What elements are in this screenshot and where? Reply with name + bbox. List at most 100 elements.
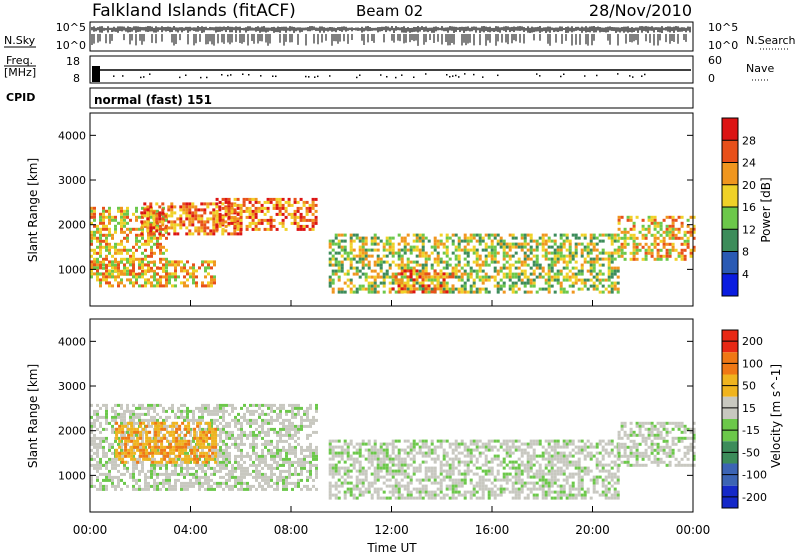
heatmap-cell [607,272,611,276]
heatmap-cell [433,448,437,452]
heatmap-cell [406,233,410,237]
heatmap-cell [349,248,353,252]
heatmap-cell [382,460,386,464]
heatmap-cell [281,203,285,207]
heatmap-cell [689,227,693,231]
heatmap-cell [457,493,461,497]
heatmap-cell [328,481,332,485]
heatmap-cell [287,203,291,207]
heatmap-cell [484,263,488,267]
heatmap-cell [105,427,108,431]
heatmap-cell [493,248,497,252]
beam-title: Beam 02 [356,2,423,20]
heatmap-cell [331,439,335,443]
heatmap-cell [671,215,675,219]
heatmap-cell [463,245,467,249]
heatmap-cell [288,481,291,485]
heatmap-cell [227,200,231,204]
heatmap-cell [340,484,344,488]
heatmap-cell [466,460,470,464]
heatmap-cell [156,281,159,285]
heatmap-cell [291,412,294,416]
heatmap-cell [209,211,213,215]
heatmap-cell [177,478,180,482]
heatmap-cell [662,254,666,258]
heatmap-cell [267,412,270,416]
heatmap-cell [135,233,138,237]
heatmap-cell [644,242,648,246]
heatmap-cell [355,272,359,276]
heatmap-cell [99,221,102,225]
heatmap-cell [129,418,132,422]
heatmap-cell [264,433,267,437]
heatmap-cell [225,436,228,440]
heatmap-cell [376,448,380,452]
heatmap-cell [102,218,105,222]
heatmap-cell [532,239,536,243]
heatmap-cell [508,275,512,279]
heatmap-cell [218,212,222,216]
heatmap-cell [502,466,506,470]
heatmap-cell [308,227,312,231]
heatmap-cell [174,278,177,282]
heatmap-cell [610,266,614,270]
heatmap-cell [617,218,621,222]
heatmap-cell [680,257,684,261]
heatmap-cell [165,436,168,440]
heatmap-cell [331,281,335,285]
heatmap-cell [278,197,282,201]
heatmap-cell [246,421,249,425]
heatmap-cell [616,287,620,291]
heatmap-cell [373,233,377,237]
heatmap-cell [403,451,407,455]
heatmap-cell [436,251,440,255]
heatmap-cell [282,484,285,488]
heatmap-cell [421,242,425,246]
heatmap-cell [300,421,303,425]
heatmap-cell [508,269,512,273]
heatmap-cell [132,257,135,261]
heatmap-cell [177,260,180,264]
heatmap-cell [198,427,201,431]
heatmap-cell [403,263,407,267]
heatmap-cell [355,496,359,500]
heatmap-cell [267,481,270,485]
heatmap-cell [188,214,192,218]
heatmap-cell [454,233,458,237]
heatmap-cell [108,251,111,255]
heatmap-cell [246,484,249,488]
heatmap-cell [126,260,129,264]
heatmap-cell [514,260,518,264]
heatmap-cell [272,206,276,210]
heatmap-cell [219,481,222,485]
heatmap-cell [508,233,512,237]
heatmap-cell [550,245,554,249]
colorbar-tick-label: 4 [742,268,749,281]
heatmap-cell [526,257,530,261]
heatmap-cell [263,218,267,222]
heatmap-cell [150,418,153,422]
heatmap-cell [260,203,264,207]
heatmap-cell [120,212,123,216]
heatmap-cell [288,442,291,446]
heatmap-cell [490,469,494,473]
heatmap-cell [99,263,102,267]
heatmap-cell [610,260,614,264]
heatmap-cell [346,284,350,288]
heatmap-cell [379,460,383,464]
heatmap-cell [174,487,177,491]
heatmap-cell [586,245,590,249]
heatmap-cell [532,254,536,258]
heatmap-cell [376,475,380,479]
heatmap-cell [617,227,621,231]
heatmap-cell [424,475,428,479]
heatmap-cell [613,251,617,255]
heatmap-cell [331,287,335,291]
heatmap-cell [541,248,545,252]
heatmap-cell [111,275,114,279]
heatmap-cell [93,433,96,437]
heatmap-cell [273,445,276,449]
heatmap-cell [418,251,422,255]
heatmap-cell [135,463,138,467]
heatmap-cell [358,254,362,258]
